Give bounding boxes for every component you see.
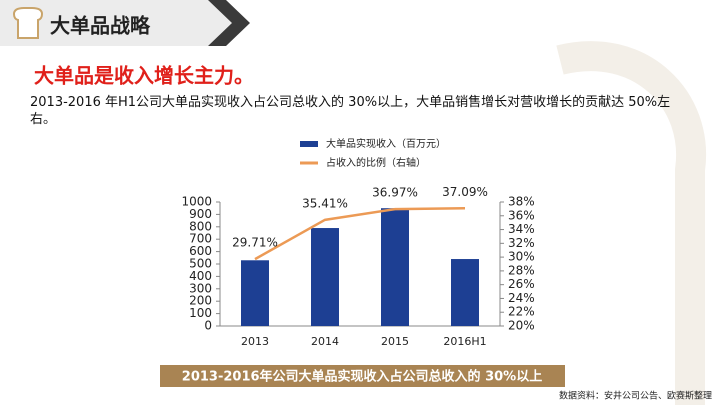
bar bbox=[381, 208, 409, 326]
y2-tick-label: 34% bbox=[508, 222, 535, 236]
y2-tick-label: 26% bbox=[508, 277, 535, 291]
y-tick-label: 0 bbox=[204, 319, 212, 333]
x-tick-label: 2013 bbox=[241, 335, 269, 348]
header-icon bbox=[12, 7, 44, 39]
y2-tick-label: 36% bbox=[508, 208, 535, 222]
y2-tick-label: 30% bbox=[508, 250, 535, 264]
y-tick-label: 300 bbox=[189, 281, 212, 295]
bar bbox=[311, 228, 339, 326]
y2-tick-label: 22% bbox=[508, 305, 535, 319]
headline: 大单品是收入增长主力。 bbox=[34, 64, 254, 88]
source: 数据资料：安井公司公告、欧赛斯整理 bbox=[559, 390, 712, 402]
x-tick-label: 2015 bbox=[381, 335, 409, 348]
y-tick-label: 400 bbox=[189, 269, 212, 283]
legend-label: 占收入的比例（右轴） bbox=[326, 156, 426, 169]
y-tick-label: 800 bbox=[189, 219, 212, 233]
data-label: 36.97% bbox=[372, 186, 418, 200]
y-tick-label: 600 bbox=[189, 244, 212, 258]
y2-tick-label: 20% bbox=[508, 319, 535, 333]
data-label: 29.71% bbox=[232, 236, 278, 250]
y-tick-label: 200 bbox=[189, 294, 212, 308]
bar bbox=[451, 259, 479, 326]
header-title: 大单品战略 bbox=[50, 14, 151, 38]
y-tick-label: 100 bbox=[189, 306, 212, 320]
y-tick-label: 700 bbox=[189, 232, 212, 246]
y-tick-label: 900 bbox=[189, 207, 212, 221]
watermark bbox=[556, 41, 707, 405]
header-chevron bbox=[208, 0, 250, 46]
description: 2013-2016 年H1公司大单品实现收入占公司总收入的 30%以上，大单品销… bbox=[30, 95, 671, 127]
header-bar bbox=[0, 0, 238, 46]
line bbox=[254, 207, 466, 261]
y2-tick-label: 28% bbox=[508, 263, 535, 277]
banner-bg bbox=[160, 365, 565, 387]
x-tick-label: 2016H1 bbox=[443, 335, 486, 348]
data-label: 35.41% bbox=[302, 196, 348, 210]
banner: 2013-2016年公司大单品实现收入占公司总收入的 30%以上 bbox=[182, 369, 542, 385]
y-tick-label: 500 bbox=[189, 257, 212, 271]
legend-swatch bbox=[300, 141, 318, 147]
y2-tick-label: 32% bbox=[508, 236, 535, 250]
y-tick-label: 1000 bbox=[181, 195, 212, 209]
bar bbox=[241, 260, 269, 326]
y2-tick-label: 38% bbox=[508, 195, 535, 209]
x-tick-label: 2014 bbox=[311, 335, 339, 348]
data-label: 37.09% bbox=[442, 185, 488, 199]
y2-tick-label: 24% bbox=[508, 291, 535, 305]
legend-label: 大单品实现收入（百万元） bbox=[326, 137, 446, 150]
